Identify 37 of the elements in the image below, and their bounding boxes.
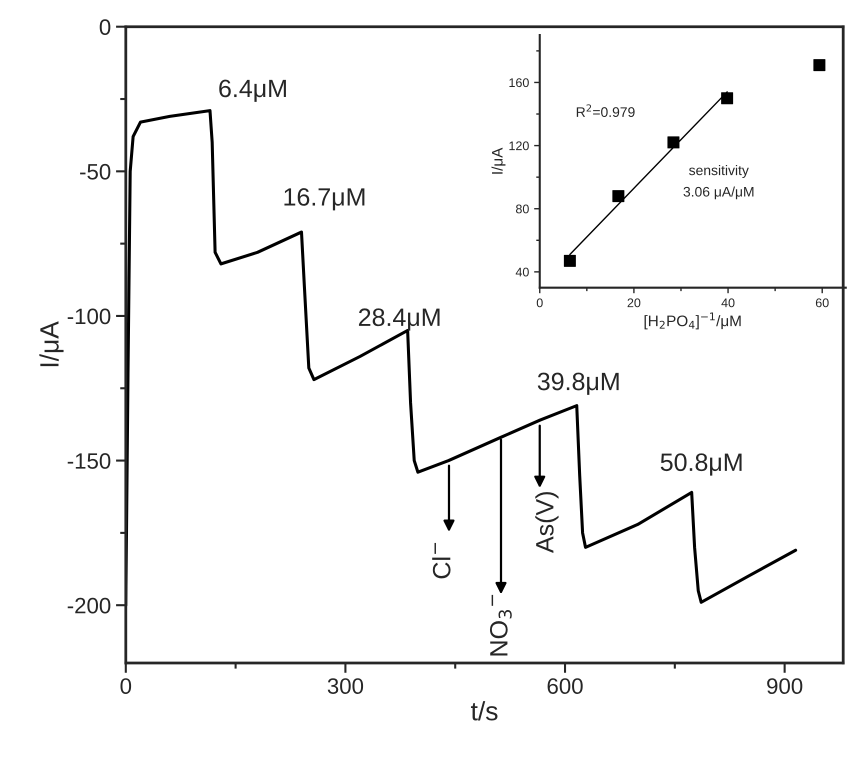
annotation: 6.4μM bbox=[219, 80, 286, 102]
x-tick-label: 0 bbox=[120, 678, 132, 694]
annotation: As(V) bbox=[535, 492, 559, 553]
x-tick-label: 600 bbox=[548, 678, 583, 694]
annotation: Cl$^{−}$ bbox=[432, 542, 451, 578]
annotation: 28.4μM bbox=[358, 308, 440, 331]
annotation: 39.8μM bbox=[538, 372, 619, 395]
x-tick-label: 300 bbox=[328, 678, 364, 694]
y-tick-label: 80 bbox=[516, 204, 529, 214]
y-axis-title: I/μA bbox=[39, 321, 64, 366]
y-tick-label: -150 bbox=[68, 453, 110, 469]
point bbox=[612, 190, 624, 202]
x-tick-label: 0 bbox=[536, 298, 543, 308]
annotation: 16.7μM bbox=[284, 188, 364, 210]
y-tick-label: 40 bbox=[516, 268, 529, 277]
y-tick-label: 160 bbox=[509, 78, 529, 88]
annotation: sensitivity bbox=[689, 165, 749, 178]
y-tick-label: -200 bbox=[68, 598, 110, 614]
point bbox=[564, 254, 576, 267]
y-tick-label: -100 bbox=[68, 308, 110, 324]
x-tick-label: 40 bbox=[721, 298, 735, 308]
point bbox=[721, 92, 734, 104]
annotation: 3.06 μA/μM bbox=[683, 186, 754, 200]
annotation: R$^{2}$=0.979 bbox=[576, 104, 635, 118]
y-tick-label: 120 bbox=[509, 141, 529, 150]
x-tick-label: 900 bbox=[767, 678, 802, 694]
y-tick-label: 0 bbox=[100, 19, 110, 35]
point bbox=[813, 59, 826, 72]
x-axis-title: [H$_{2}$PO$_{4}$]$^{−1}$/μM bbox=[644, 312, 741, 330]
x-tick-label: 60 bbox=[816, 298, 829, 308]
annotation: 50.8μM bbox=[660, 453, 742, 476]
annotation: NO$_{3}$$^{−}$ bbox=[490, 594, 512, 656]
y-axis-title: I/μA bbox=[491, 148, 506, 174]
x-axis-title: t/s bbox=[470, 701, 498, 721]
x-tick-label: 20 bbox=[628, 298, 640, 308]
point bbox=[667, 136, 680, 148]
y-tick-label: -50 bbox=[80, 164, 110, 180]
